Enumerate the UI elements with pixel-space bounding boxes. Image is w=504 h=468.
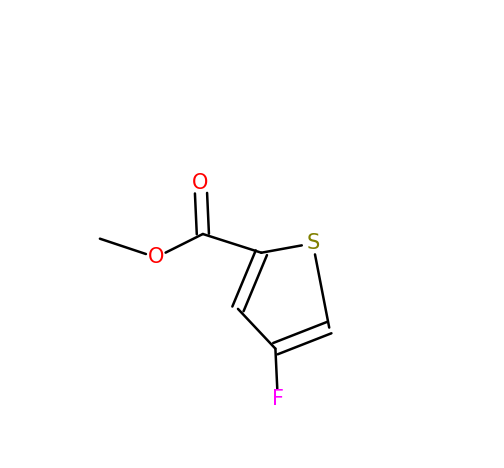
- Text: S: S: [306, 234, 320, 253]
- Text: O: O: [193, 173, 209, 192]
- Text: O: O: [148, 248, 164, 267]
- Text: F: F: [272, 389, 284, 409]
